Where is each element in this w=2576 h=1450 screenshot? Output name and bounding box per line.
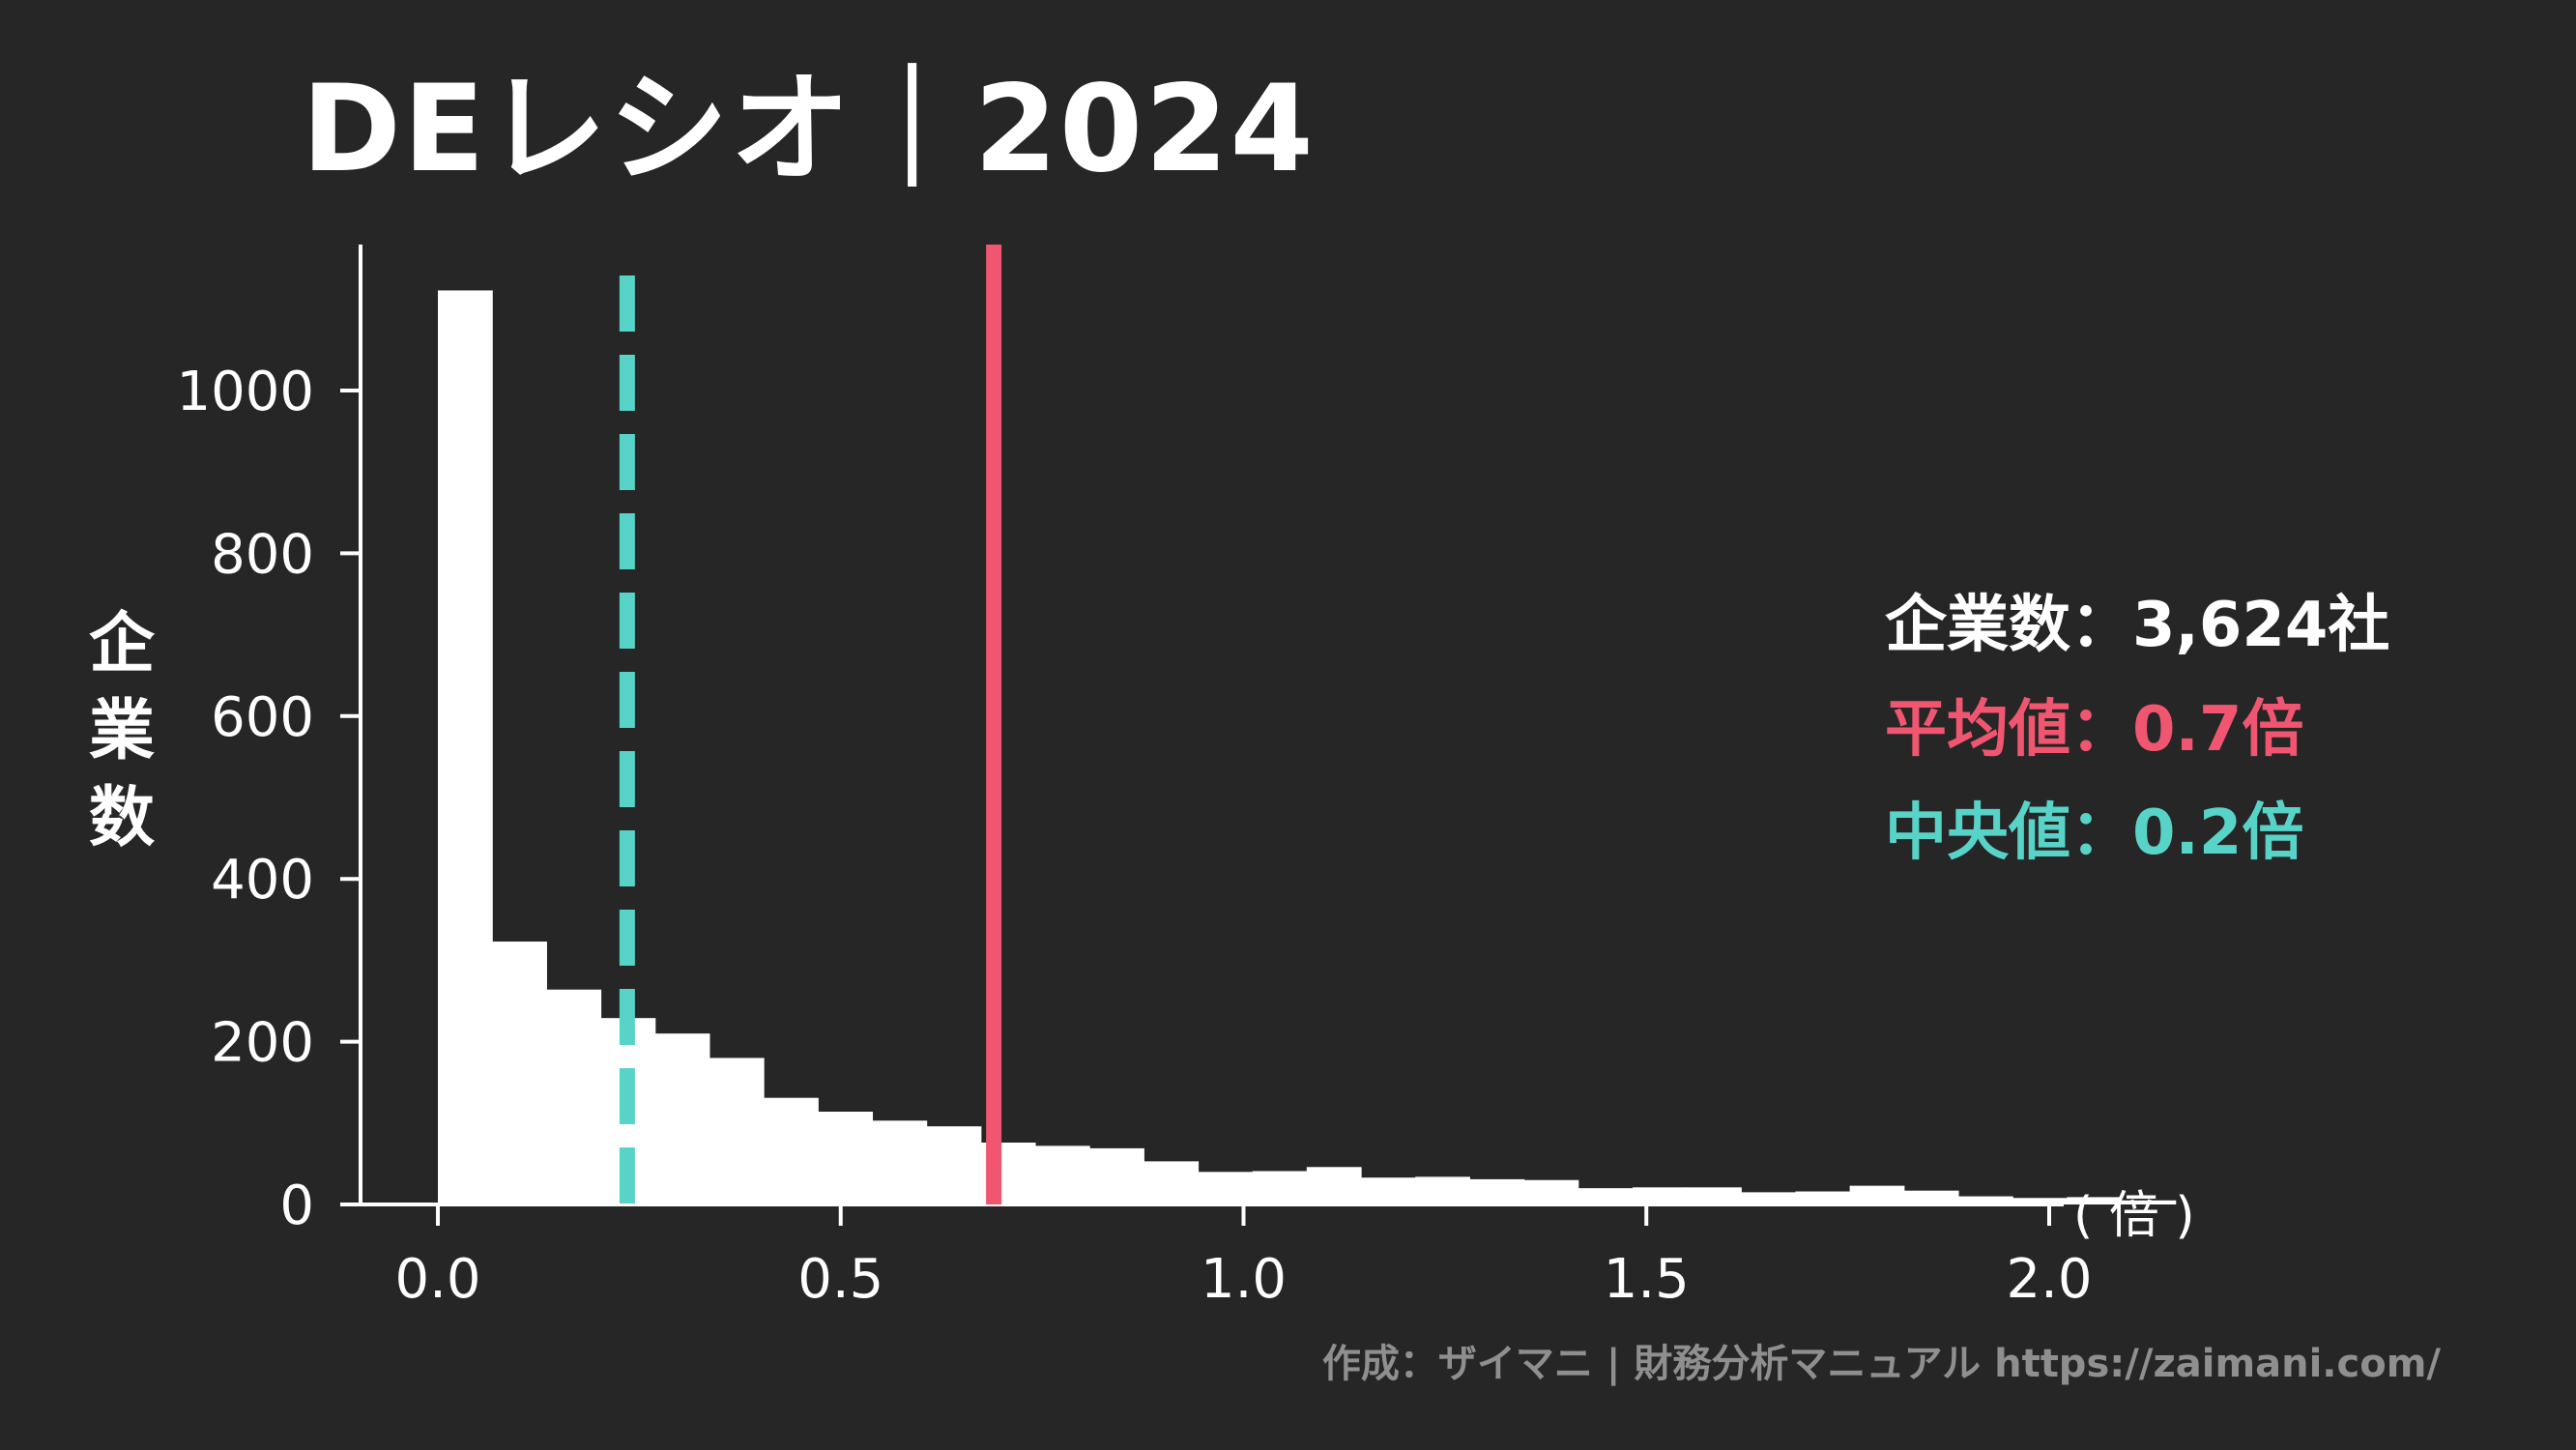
x-axis-unit-label: ( 倍 ) bbox=[2073, 1187, 2195, 1245]
chart-title: DEレシオ｜2024 bbox=[302, 60, 1316, 199]
histogram-bar bbox=[1849, 1185, 1905, 1204]
histogram-bar bbox=[2067, 1197, 2123, 1204]
y-tick-label: 400 bbox=[211, 849, 314, 912]
histogram-bar bbox=[926, 1126, 982, 1204]
histogram-bar bbox=[654, 1033, 710, 1204]
histogram-bar bbox=[1252, 1171, 1308, 1204]
histogram-bar bbox=[872, 1120, 928, 1204]
histogram-bar bbox=[1361, 1177, 1416, 1204]
histogram-bar bbox=[764, 1097, 819, 1204]
histogram-bar bbox=[1957, 1196, 2013, 1204]
y-tick-label: 600 bbox=[211, 686, 314, 749]
histogram-bar bbox=[1034, 1146, 1090, 1204]
histogram-bar bbox=[438, 290, 493, 1205]
histogram-bar bbox=[1577, 1188, 1634, 1204]
mean-stat: 平均値：0.7倍 bbox=[1885, 694, 2304, 766]
y-tick-label: 0 bbox=[279, 1174, 314, 1237]
histogram-bar bbox=[1415, 1176, 1470, 1204]
x-tick-label: 0.0 bbox=[394, 1248, 480, 1311]
histogram-bar bbox=[2121, 1200, 2177, 1204]
histogram-bar bbox=[1089, 1147, 1144, 1204]
histogram-bar bbox=[492, 942, 547, 1204]
histogram-bar bbox=[1741, 1192, 1797, 1204]
histogram-bar bbox=[818, 1112, 874, 1204]
y-tick-label: 800 bbox=[211, 523, 314, 586]
histogram-bar bbox=[1687, 1187, 1742, 1204]
axis-ticks: 0 200 400 600 800 1000 0.0 0.5 1.0 1.5 2.0 bbox=[176, 361, 2092, 1311]
x-tick-label: 1.0 bbox=[1201, 1248, 1287, 1311]
histogram-bar bbox=[1198, 1172, 1254, 1204]
y-tick-label: 1000 bbox=[176, 361, 314, 423]
histogram-bar bbox=[1143, 1161, 1200, 1204]
credit-text: 作成：ザイマニ | 財務分析マニュアル https://zaimani.com/ bbox=[1321, 1342, 2441, 1386]
x-tick-label: 2.0 bbox=[2006, 1248, 2092, 1311]
y-axis-label-char-2: 業 bbox=[88, 693, 155, 769]
histogram-bar bbox=[1795, 1191, 1851, 1204]
histogram-bar bbox=[1523, 1179, 1579, 1204]
histogram-bar bbox=[1632, 1187, 1688, 1204]
median-stat: 中央値：0.2倍 bbox=[1885, 798, 2304, 869]
histogram-bar bbox=[709, 1058, 765, 1204]
y-axis-label-char-1: 企 bbox=[88, 606, 155, 682]
histogram-bar bbox=[1469, 1178, 1525, 1204]
y-tick-label: 200 bbox=[211, 1012, 314, 1075]
x-tick-label: 1.5 bbox=[1604, 1248, 1690, 1311]
y-axis-label-char-3: 数 bbox=[88, 780, 155, 856]
histogram-bar bbox=[1306, 1167, 1362, 1204]
company-count-stat: 企業数：3,624社 bbox=[1885, 590, 2390, 661]
x-tick-label: 0.5 bbox=[797, 1248, 883, 1311]
histogram-bar bbox=[546, 989, 602, 1204]
histogram-bar bbox=[2012, 1198, 2068, 1204]
histogram-bar bbox=[1903, 1190, 1959, 1204]
